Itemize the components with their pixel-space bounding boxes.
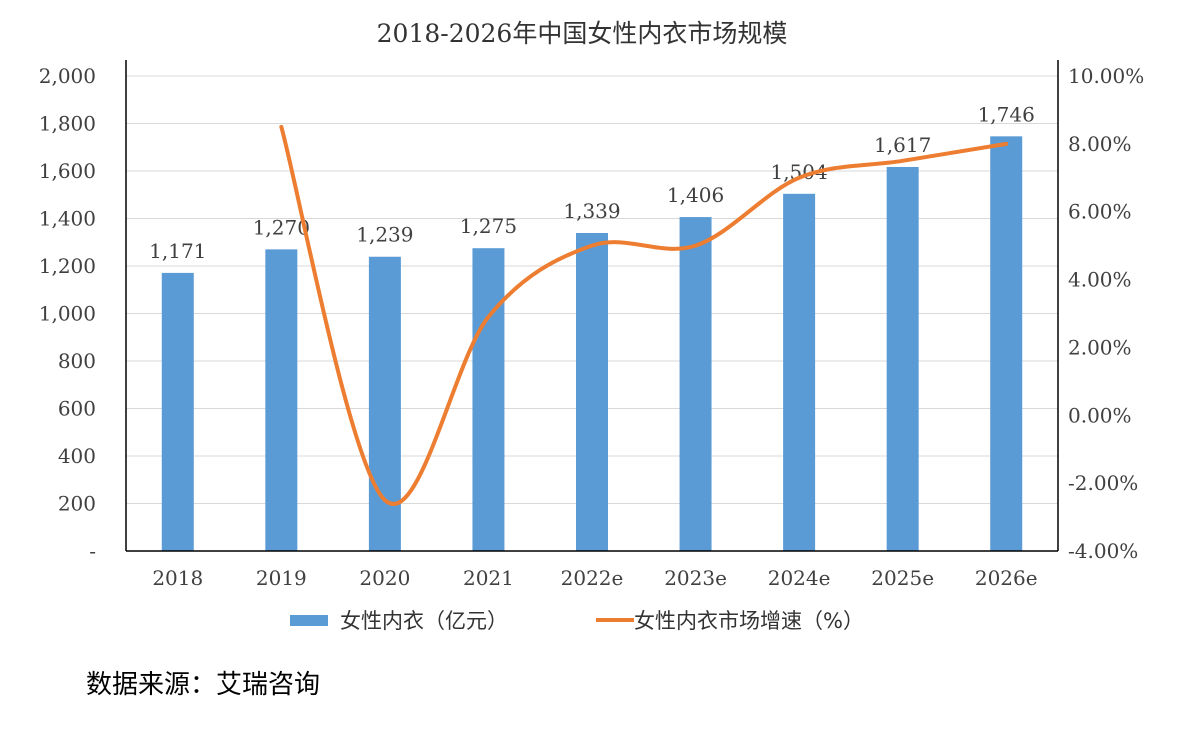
growth-line <box>279 124 1009 506</box>
legend-bar-swatch <box>290 615 328 626</box>
bar-data-label: 1,617 <box>874 133 931 157</box>
legend-bar-label: 女性内衣（亿元） <box>340 609 508 633</box>
x-tick-label: 2026e <box>975 566 1038 590</box>
x-tick-label: 2020 <box>359 566 410 590</box>
bar-data-label: 1,339 <box>563 199 620 223</box>
y-right-tick-label: -4.00% <box>1068 539 1138 563</box>
y-left-tick-label: 1,800 <box>39 112 96 136</box>
bar-data-label: 1,275 <box>460 214 517 238</box>
bar-data-label: 1,239 <box>356 223 413 247</box>
bar <box>161 272 194 551</box>
source-note: 数据来源：艾瑞咨询 <box>86 670 321 700</box>
y-right-tick-label: 0.00% <box>1068 403 1132 427</box>
bar-data-label: 1,746 <box>978 102 1035 126</box>
y-left-tick-label: 1,600 <box>39 159 96 183</box>
y-right-tick-label: 2.00% <box>1068 335 1132 359</box>
x-tick-label: 2021 <box>463 566 514 590</box>
bar <box>679 217 712 551</box>
bar-data-label: 1,270 <box>253 215 310 239</box>
y-right-tick-label: 10.00% <box>1068 64 1144 88</box>
legend-line-label: 女性内衣市场增速（%） <box>634 609 864 633</box>
y-left-tick-label: 800 <box>58 349 96 373</box>
bar <box>368 256 401 551</box>
y-right-tick-label: 6.00% <box>1068 200 1132 224</box>
bar <box>472 248 505 551</box>
y-left-tick-label: - <box>89 539 96 563</box>
x-tick-label: 2025e <box>871 566 934 590</box>
y-right-tick-label: 8.00% <box>1068 132 1132 156</box>
bar <box>990 136 1023 551</box>
y-left-tick-label: 200 <box>58 492 96 516</box>
y-left-tick-label: 1,000 <box>39 302 96 326</box>
y-left-tick-label: 1,400 <box>39 207 96 231</box>
x-tick-label: 2023e <box>664 566 727 590</box>
y-left-tick-label: 600 <box>58 397 96 421</box>
bar <box>886 166 919 551</box>
x-tick-label: 2018 <box>152 566 203 590</box>
y-left-tick-label: 1,200 <box>39 254 96 278</box>
bar <box>265 249 298 551</box>
chart-title: 2018-2026年中国女性内衣市场规模 <box>377 19 788 48</box>
y-left-tick-label: 400 <box>58 444 96 468</box>
bar-data-label: 1,406 <box>667 183 724 207</box>
x-tick-label: 2024e <box>768 566 831 590</box>
bar <box>576 232 608 552</box>
y-right-tick-label: -2.00% <box>1068 471 1138 495</box>
bar-data-label: 1,171 <box>149 239 206 263</box>
y-right-tick-label: 4.00% <box>1068 268 1132 292</box>
y-left-tick-label: 2,000 <box>39 64 96 88</box>
x-tick-label: 2019 <box>256 566 307 590</box>
x-tick-label: 2022e <box>561 566 624 590</box>
bar <box>783 193 816 552</box>
